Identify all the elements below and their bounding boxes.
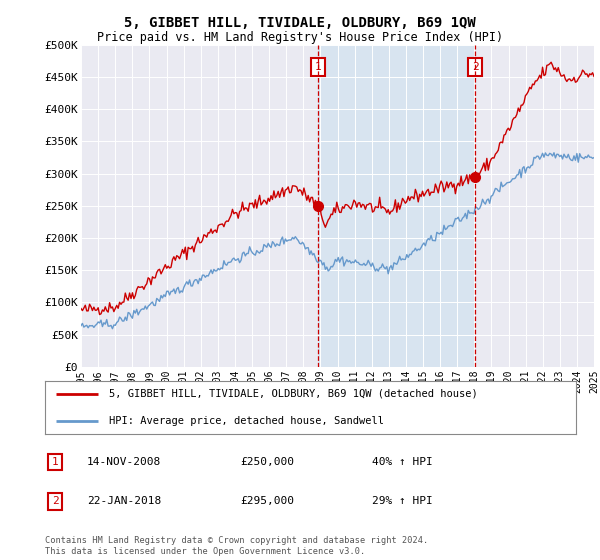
Text: 40% ↑ HPI: 40% ↑ HPI	[372, 457, 433, 467]
Text: 5, GIBBET HILL, TIVIDALE, OLDBURY, B69 1QW (detached house): 5, GIBBET HILL, TIVIDALE, OLDBURY, B69 1…	[109, 389, 478, 399]
Text: 1: 1	[52, 457, 59, 467]
Text: HPI: Average price, detached house, Sandwell: HPI: Average price, detached house, Sand…	[109, 416, 384, 426]
Text: £295,000: £295,000	[240, 496, 294, 506]
Text: Contains HM Land Registry data © Crown copyright and database right 2024.
This d: Contains HM Land Registry data © Crown c…	[45, 536, 428, 556]
Text: 5, GIBBET HILL, TIVIDALE, OLDBURY, B69 1QW: 5, GIBBET HILL, TIVIDALE, OLDBURY, B69 1…	[124, 16, 476, 30]
Text: 2: 2	[52, 496, 59, 506]
Text: 29% ↑ HPI: 29% ↑ HPI	[372, 496, 433, 506]
Text: Price paid vs. HM Land Registry's House Price Index (HPI): Price paid vs. HM Land Registry's House …	[97, 31, 503, 44]
Text: 22-JAN-2018: 22-JAN-2018	[87, 496, 161, 506]
Text: 1: 1	[315, 62, 322, 72]
Text: 2: 2	[472, 62, 479, 72]
Text: 14-NOV-2008: 14-NOV-2008	[87, 457, 161, 467]
Bar	[318, 45, 475, 367]
Text: £250,000: £250,000	[240, 457, 294, 467]
